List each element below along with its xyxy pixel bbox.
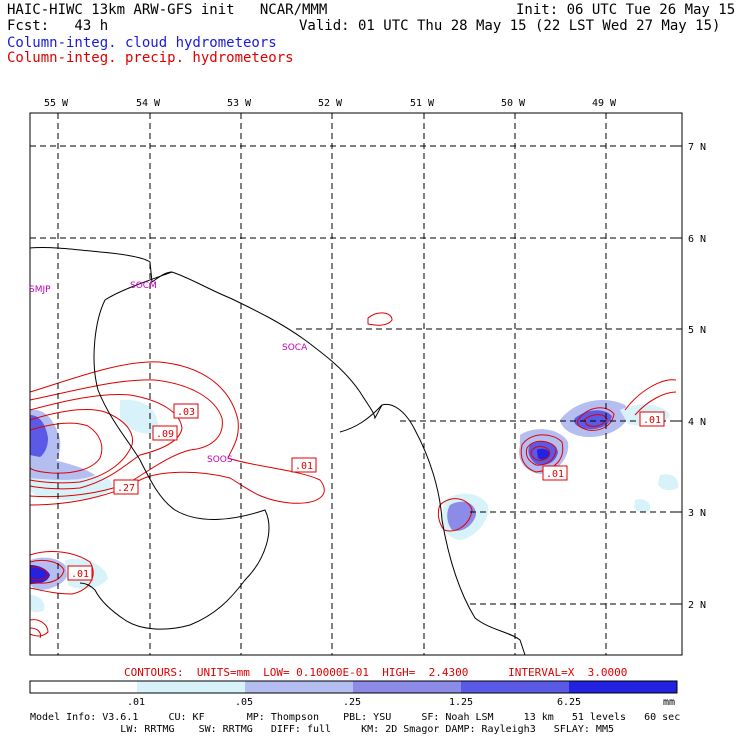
scale-tick: 1.25 xyxy=(449,697,473,708)
lat-label: 3 N xyxy=(688,508,706,519)
lat-label: 6 N xyxy=(688,234,706,245)
lon-label: 55 W xyxy=(44,98,69,109)
contour-label: .09 xyxy=(156,429,174,440)
station-label: SOCA xyxy=(282,343,308,353)
contour-label: .01 xyxy=(546,469,564,480)
contour-label: .27 xyxy=(117,483,135,494)
legend-precip: Column-integ. precip. hydrometeors xyxy=(7,50,294,66)
contour-label: .01 xyxy=(643,415,661,426)
precip-contours xyxy=(29,312,677,639)
station-label: SOCM xyxy=(130,281,157,291)
forecast-hour: Fcst: 43 h xyxy=(7,18,109,34)
contour-labels: .03 .09 .27 .01 .01 .01 .01 xyxy=(67,403,665,581)
valid-time: Valid: 01 UTC Thu 28 May 15 (22 LST Wed … xyxy=(299,18,721,34)
lon-label: 54 W xyxy=(136,98,161,109)
model-title: HAIC-HIWC 13km ARW-GFS init NCAR/MMM xyxy=(7,2,328,18)
scale-bin xyxy=(137,681,245,693)
lon-label: 53 W xyxy=(227,98,252,109)
lon-label: 52 W xyxy=(318,98,343,109)
model-info-line-1: Model Info: V3.6.1 CU: KF MP: Thompson P… xyxy=(30,712,681,723)
station-label: SOOS xyxy=(207,455,233,465)
contour-label: .01 xyxy=(71,569,89,580)
frame-ticks xyxy=(57,113,682,605)
contours-info: CONTOURS: UNITS=mm LOW= 0.10000E-01 HIGH… xyxy=(124,666,628,679)
scale-tick: .25 xyxy=(343,697,361,708)
map-frame xyxy=(29,112,683,656)
lon-label: 51 W xyxy=(410,98,435,109)
lat-label: 4 N xyxy=(688,417,706,428)
lat-label: 2 N xyxy=(688,600,706,611)
cloud-shading xyxy=(30,399,679,613)
scale-tick: .05 xyxy=(235,697,253,708)
lat-label: 5 N xyxy=(688,325,706,336)
lat-label: 7 N xyxy=(688,142,706,153)
lat-lon-grid xyxy=(30,113,682,655)
scale-bin xyxy=(245,681,353,693)
model-info-line-2: LW: RRTMG SW: RRTMG DIFF: full KM: 2D Sm… xyxy=(30,724,614,735)
lon-label: 49 W xyxy=(592,98,617,109)
scale-tick: .01 xyxy=(127,697,145,708)
scale-unit: mm xyxy=(663,697,675,708)
legend-cloud: Column-integ. cloud hydrometeors xyxy=(7,35,277,51)
scale-tick: 6.25 xyxy=(557,697,581,708)
coastline xyxy=(29,246,526,656)
scale-bin xyxy=(569,681,677,693)
lon-label: 50 W xyxy=(501,98,526,109)
contour-label: .03 xyxy=(177,407,195,418)
scale-bin xyxy=(353,681,461,693)
init-time: Init: 06 UTC Tue 26 May 15 xyxy=(516,2,736,18)
contour-label: .01 xyxy=(295,461,313,472)
station-label: SMJP xyxy=(29,285,51,295)
scale-bin xyxy=(30,681,137,693)
scale-bin xyxy=(461,681,569,693)
